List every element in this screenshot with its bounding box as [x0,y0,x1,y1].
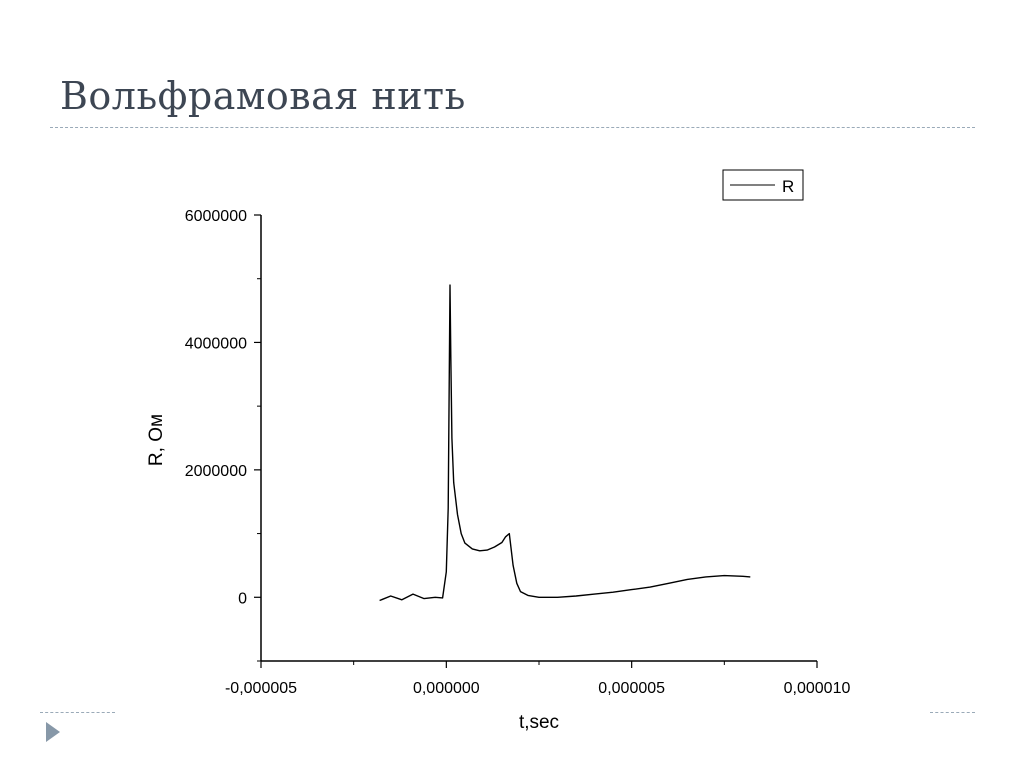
x-tick-label: 0,000005 [598,680,665,697]
chart-ticks: 0 2000000 4000000 6000000 -0,000005 0,000000 0… [185,208,851,697]
chart-legend: R [722,169,804,201]
slide-title: Вольфрамовая нить [60,74,466,118]
y-tick-label: 2000000 [185,463,247,480]
x-tick-label: -0,000005 [225,680,297,697]
triangle-right-icon[interactable] [46,722,60,742]
series-line-R [379,284,751,602]
y-tick-label: 6000000 [185,208,247,225]
x-tick-label: 0,000000 [413,680,480,697]
chart-series [379,284,751,602]
x-tick-label: 0,000010 [784,680,851,697]
footer-divider-left [40,712,115,713]
title-divider [50,127,975,128]
legend-entry-label: R [782,177,794,196]
x-axis-label: t,sec [519,712,559,733]
footer-divider-right [930,712,975,713]
chart-axes [260,215,817,662]
y-tick-label: 4000000 [185,335,247,352]
y-axis-label: R, Ом [146,414,167,466]
y-tick-label: 0 [238,590,247,607]
